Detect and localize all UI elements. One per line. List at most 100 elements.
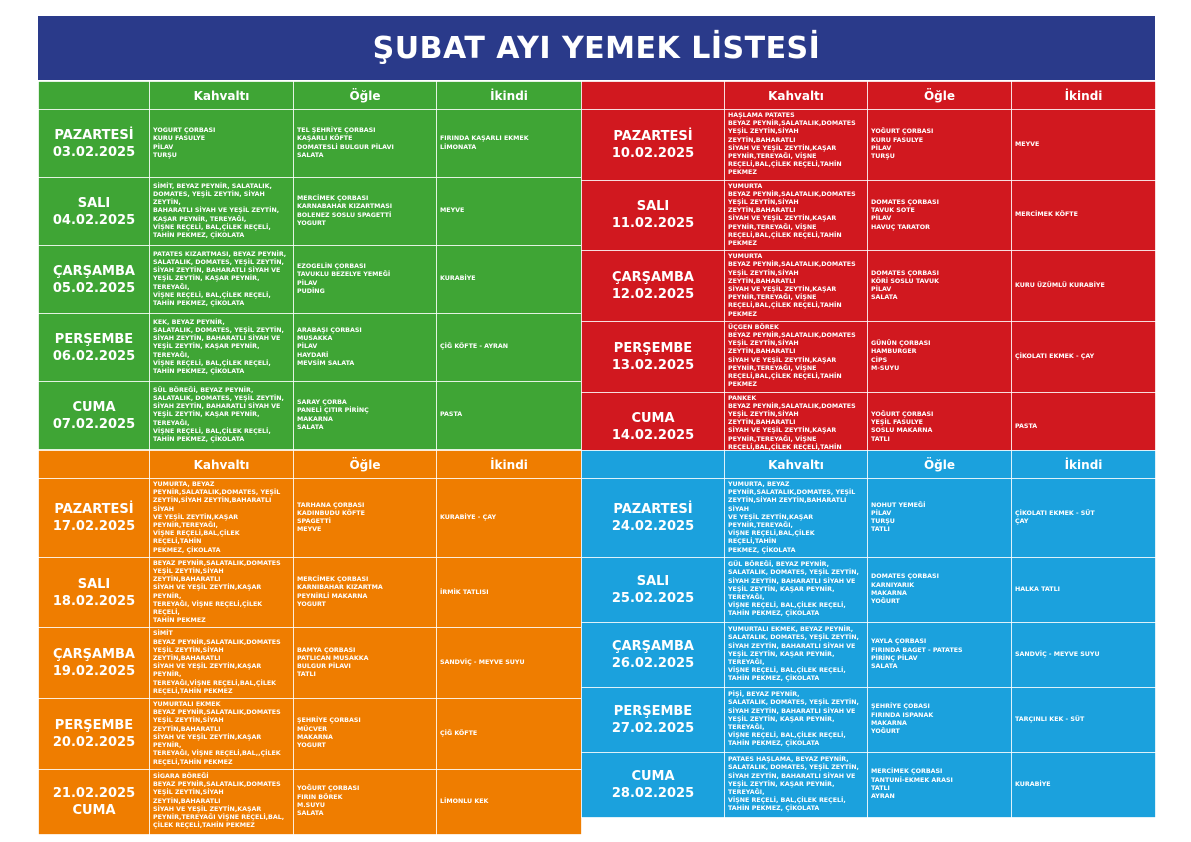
day-cell: SALI 04.02.2025 <box>38 177 150 246</box>
day-row: SALI 04.02.2025 SİMİT, BEYAZ PEYNİR, SALAT… <box>38 177 582 246</box>
lunch-menu: MERCİMEK ÇORBASI KARNABAHAR KIZARTMASI B… <box>293 177 437 246</box>
day-date: 18.02.2025 <box>52 593 136 609</box>
day-row: PAZARTESİ 17.02.2025 YUMURTA, BEYAZ PEYNİR… <box>38 478 582 558</box>
breakfast-menu: SİMİT, BEYAZ PEYNİR, SALATALIK, DOMATES,… <box>149 177 294 246</box>
afternoon-menu: SANDVİÇ - MEYVE SUYU <box>436 627 582 700</box>
day-row: PAZARTESİ 10.02.2025 HAŞLAMA PATATES BEYAZ… <box>581 109 1156 181</box>
afternoon-menu: TARÇINLI KEK - SÜT <box>1011 686 1156 753</box>
afternoon-text: KURABİYE <box>1015 780 1051 788</box>
day-name: CUMA <box>631 768 675 784</box>
header-afternoon: İkindi <box>436 450 582 479</box>
day-cell: 21.02.2025 CUMA <box>38 768 150 835</box>
lunch-text: GÜNÜN ÇORBASI HAMBURGER CİPS M-SUYU <box>871 340 931 372</box>
day-name: PAZARTESİ <box>613 501 693 517</box>
lunch-menu: NOHUT YEMEĞİ PİLAV TURŞU TATLI <box>867 478 1012 558</box>
breakfast-menu: YUMURTA, BEYAZ PEYNİR,SALATALIK,DOMATES,… <box>149 478 294 558</box>
day-date: 13.02.2025 <box>611 357 695 373</box>
lunch-text: ŞEHRİYE ÇOBASI FIRINDA ISPANAK MAKARNA Y… <box>871 703 934 736</box>
day-row: ÇARŞAMBA 12.02.2025 YUMURTA BEYAZ PEYNİR,S… <box>581 250 1156 322</box>
breakfast-menu: PATATES KIZARTMASI, BEYAZ PEYNİR, SALATA… <box>149 245 294 314</box>
afternoon-menu: MERCİMEK KÖFTE <box>1011 179 1156 252</box>
page-title: ŞUBAT AYI YEMEK LİSTESİ <box>372 30 821 66</box>
lunch-text: SARAY ÇORBA PANELİ ÇITIR PİRİNÇ MAKARNA … <box>297 399 369 431</box>
day-cell: CUMA 28.02.2025 <box>581 751 725 818</box>
day-date: 06.02.2025 <box>52 348 136 364</box>
day-row: PERŞEMBE 13.02.2025 ÜÇGEN BÖREK BEYAZ PEYN… <box>581 320 1156 393</box>
day-date: 26.02.2025 <box>611 655 695 671</box>
day-name: ÇARŞAMBA <box>612 638 694 654</box>
day-date: 04.02.2025 <box>52 212 136 228</box>
day-cell: PERŞEMBE 20.02.2025 <box>38 698 150 770</box>
day-cell: CUMA 07.02.2025 <box>38 381 150 450</box>
breakfast-menu: HAŞLAMA PATATES BEYAZ PEYNİR,SALATALIK,D… <box>724 109 868 181</box>
breakfast-menu: PİŞİ, BEYAZ PEYNİR, SALATALIK, DOMATES, … <box>724 686 868 753</box>
header-lunch: Öğle <box>867 81 1012 110</box>
afternoon-menu: ÇİĞ KÖFTE - AYRAN <box>436 313 582 382</box>
header-blank <box>581 450 725 479</box>
day-date: 10.02.2025 <box>611 145 695 161</box>
header-afternoon: İkindi <box>1011 450 1156 479</box>
day-cell: PERŞEMBE 27.02.2025 <box>581 686 725 753</box>
afternoon-menu: KURABİYE <box>436 245 582 314</box>
lunch-menu: MERCİMEK ÇORBASI TANTUNİ-EKMEK ARASI TAT… <box>867 751 1012 818</box>
breakfast-menu: GÜL BÖREĞİ, BEYAZ PEYNİR, SALATALIK, DOM… <box>724 556 868 623</box>
day-row: 21.02.2025 CUMA SİGARA BÖREĞİ BEYAZ PEYNİR… <box>38 768 582 835</box>
breakfast-text: ÜÇGEN BÖREK BEYAZ PEYNİR,SALATALIK,DOMAT… <box>728 323 856 389</box>
lunch-text: EZOGELİN ÇORBASI TAVUKLU BEZELYE YEMEĞİ … <box>297 263 391 295</box>
afternoon-text: PASTA <box>440 411 463 419</box>
breakfast-text: GÜL BÖREĞİ, BEYAZ PEYNİR, SALATALIK, DOM… <box>728 561 859 618</box>
afternoon-text: ÇİKOLATI EKMEK - ÇAY <box>1015 352 1095 360</box>
day-name: PERŞEMBE <box>613 340 693 356</box>
breakfast-text: HAŞLAMA PATATES BEYAZ PEYNİR,SALATALIK,D… <box>728 112 856 177</box>
lunch-text: DOMATES ÇORBASI KÖRİ SOSLU TAVUK PİLAV S… <box>871 269 939 302</box>
afternoon-menu: MEYVE <box>436 177 582 246</box>
breakfast-menu: SİGARA BÖREĞİ BEYAZ PEYNİR,SALATALIK,DOM… <box>149 768 294 835</box>
breakfast-menu: KEK, BEYAZ PEYNİR, SALATALIK, DOMATES, Y… <box>149 313 294 382</box>
lunch-menu: TEL ŞEHRİYE ÇORBASI KAŞARLI KÖFTE DOMATE… <box>293 109 437 178</box>
day-cell: SALI 18.02.2025 <box>38 556 150 629</box>
breakfast-text: PANKEK BEYAZ PEYNİR,SALATALIK,DOMATES YE… <box>728 394 856 459</box>
breakfast-menu: YUMURTA BEYAZ PEYNİR,SALATALIK,DOMATES Y… <box>724 250 868 322</box>
breakfast-text: YUMURTALI EKMEK, BEYAZ PEYNİR, SALATALIK… <box>728 626 859 683</box>
lunch-menu: YOĞURT ÇORBASI KURU FASULYE PİLAV TURŞU <box>867 109 1012 181</box>
lunch-menu: DOMATES ÇORBASI TAVUK SOTE PİLAV HAVUÇ T… <box>867 179 1012 252</box>
day-name: SALI <box>636 573 670 589</box>
day-row: PERŞEMBE 20.02.2025 YUMURTALI EKMEK BEYAZ … <box>38 698 582 770</box>
day-name: CUMA <box>631 411 675 427</box>
week-3-table: Kahvaltı Öğle İkindi PAZARTESİ 17.02.2025 YUM… <box>38 450 582 835</box>
header-blank <box>38 81 150 110</box>
day-name: PAZARTESİ <box>613 128 693 144</box>
header-lunch: Öğle <box>293 450 437 479</box>
lunch-text: DOMATES ÇORBASI TAVUK SOTE PİLAV HAVUÇ T… <box>871 199 939 231</box>
day-cell: PAZARTESİ 24.02.2025 <box>581 478 725 558</box>
afternoon-menu: FIRINDA KAŞARLI EKMEK LİMONATA <box>436 109 582 178</box>
afternoon-text: İRMİK TATLISI <box>440 588 489 596</box>
day-cell: ÇARŞAMBA 19.02.2025 <box>38 627 150 700</box>
breakfast-text: BEYAZ PEYNİR,SALATALIK,DOMATES YEŞİL ZEY… <box>153 559 281 625</box>
day-date: 11.02.2025 <box>611 216 695 232</box>
afternoon-menu: ÇİKOLATI EKMEK - ÇAY <box>1011 320 1156 393</box>
breakfast-text: YUMURTA, BEYAZ PEYNİR,SALATALIK,DOMATES,… <box>728 481 856 554</box>
header-blank <box>38 450 150 479</box>
day-row: CUMA 28.02.2025 PATAES HAŞLAMA, BEYAZ PEYN… <box>581 751 1156 818</box>
afternoon-menu: MEYVE <box>1011 109 1156 181</box>
day-name: PERŞEMBE <box>54 717 134 733</box>
breakfast-text: YUMURTALI EKMEK BEYAZ PEYNİR,SALATALIK,D… <box>153 701 281 766</box>
day-date: 12.02.2025 <box>611 287 695 303</box>
day-name: CUMA <box>72 802 116 818</box>
day-date: 28.02.2025 <box>611 785 695 801</box>
day-name: PERŞEMBE <box>613 703 693 719</box>
afternoon-text: HALKA TATLI <box>1015 585 1060 593</box>
afternoon-menu: KURABİYE - ÇAY <box>436 478 582 558</box>
lunch-text: YOĞURT ÇORBASI KURU FASULYE PİLAV TURŞU <box>871 128 934 161</box>
day-name: PAZARTESİ <box>54 127 134 143</box>
breakfast-menu: PATAES HAŞLAMA, BEYAZ PEYNİR, SALATALIK,… <box>724 751 868 818</box>
lunch-menu: ARABAŞI ÇORBASI MUSAKKA PİLAV HAYDARİ ME… <box>293 313 437 382</box>
day-row: ÇARŞAMBA 19.02.2025 SİMİT BEYAZ PEYNİR,SAL… <box>38 627 582 700</box>
lunch-text: YOĞURT ÇORBASI FIRIN BÖREK M.SUYU SALATA <box>297 785 360 817</box>
day-cell: ÇARŞAMBA 12.02.2025 <box>581 250 725 322</box>
afternoon-menu: HALKA TATLI <box>1011 556 1156 623</box>
afternoon-menu: KURU ÜZÜMLÜ KURABİYE <box>1011 250 1156 322</box>
lunch-menu: GÜNÜN ÇORBASI HAMBURGER CİPS M-SUYU <box>867 320 1012 393</box>
breakfast-text: PİŞİ, BEYAZ PEYNİR, SALATALIK, DOMATES, … <box>728 691 859 748</box>
